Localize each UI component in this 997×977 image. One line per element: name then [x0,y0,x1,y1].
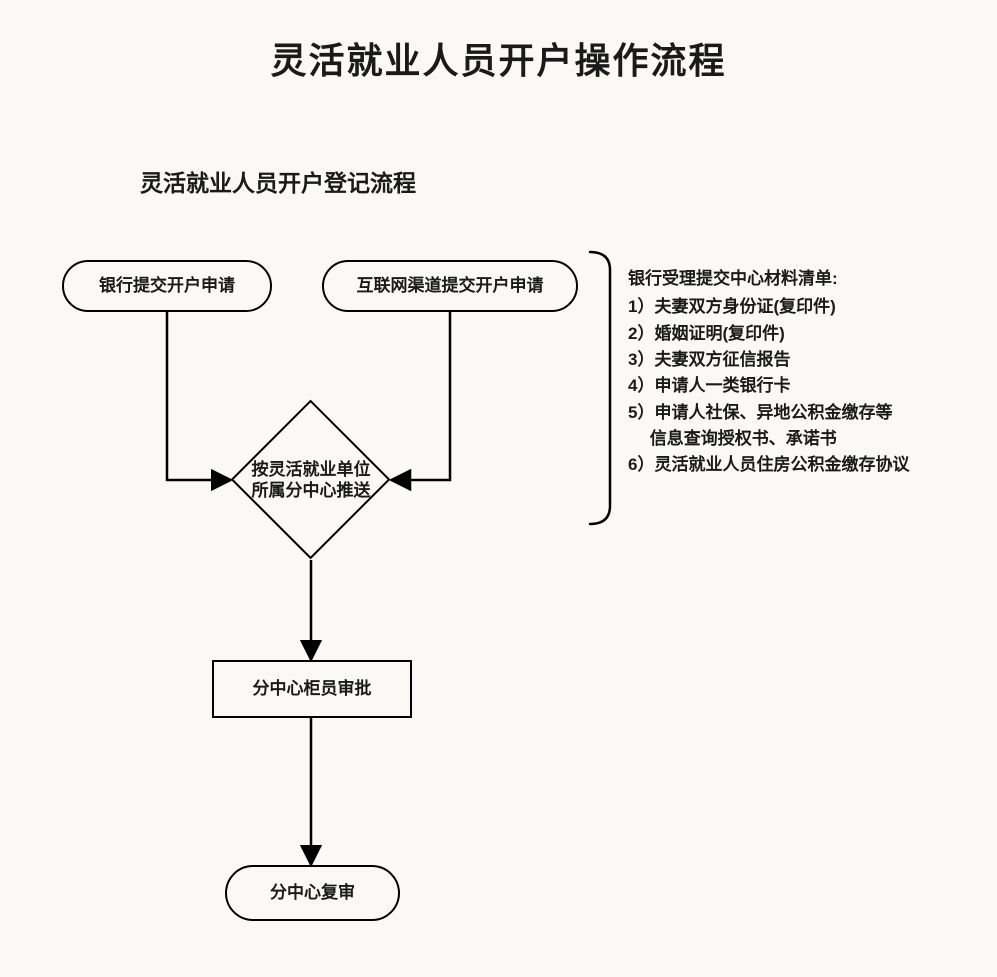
checklist-header: 银行受理提交中心材料清单: [628,266,909,292]
materials-checklist: 银行受理提交中心材料清单: 1）夫妻双方身份证(复印件)2）婚姻证明(复印件)3… [628,266,909,479]
checklist-item: 信息查询授权书、承诺书 [628,426,909,452]
node-route-decision: 按灵活就业单位 所属分中心推送 [231,400,391,560]
flowchart-canvas: 灵活就业人员开户操作流程 灵活就业人员开户登记流程 银行提交开户申请 互联网渠道… [0,0,997,977]
main-title: 灵活就业人员开户操作流程 [0,32,997,84]
checklist-item: 2）婚姻证明(复印件) [628,321,909,347]
node-staff-approval: 分中心柜员审批 [212,660,412,718]
node-internet-submit: 互联网渠道提交开户申请 [322,260,578,312]
checklist-item: 6）灵活就业人员住房公积金缴存协议 [628,452,909,478]
node-bank-submit: 银行提交开户申请 [62,260,272,312]
node-center-review: 分中心复审 [225,865,400,921]
checklist-item: 5）申请人社保、异地公积金缴存等 [628,400,909,426]
checklist-items: 1）夫妻双方身份证(复印件)2）婚姻证明(复印件)3）夫妻双方征信报告4）申请人… [628,294,909,478]
checklist-item: 3）夫妻双方征信报告 [628,347,909,373]
sub-title: 灵活就业人员开户登记流程 [140,164,416,198]
connectors-layer [0,0,997,977]
diamond-label: 按灵活就业单位 所属分中心推送 [231,400,391,560]
checklist-item: 4）申请人一类银行卡 [628,373,909,399]
checklist-item: 1）夫妻双方身份证(复印件) [628,294,909,320]
